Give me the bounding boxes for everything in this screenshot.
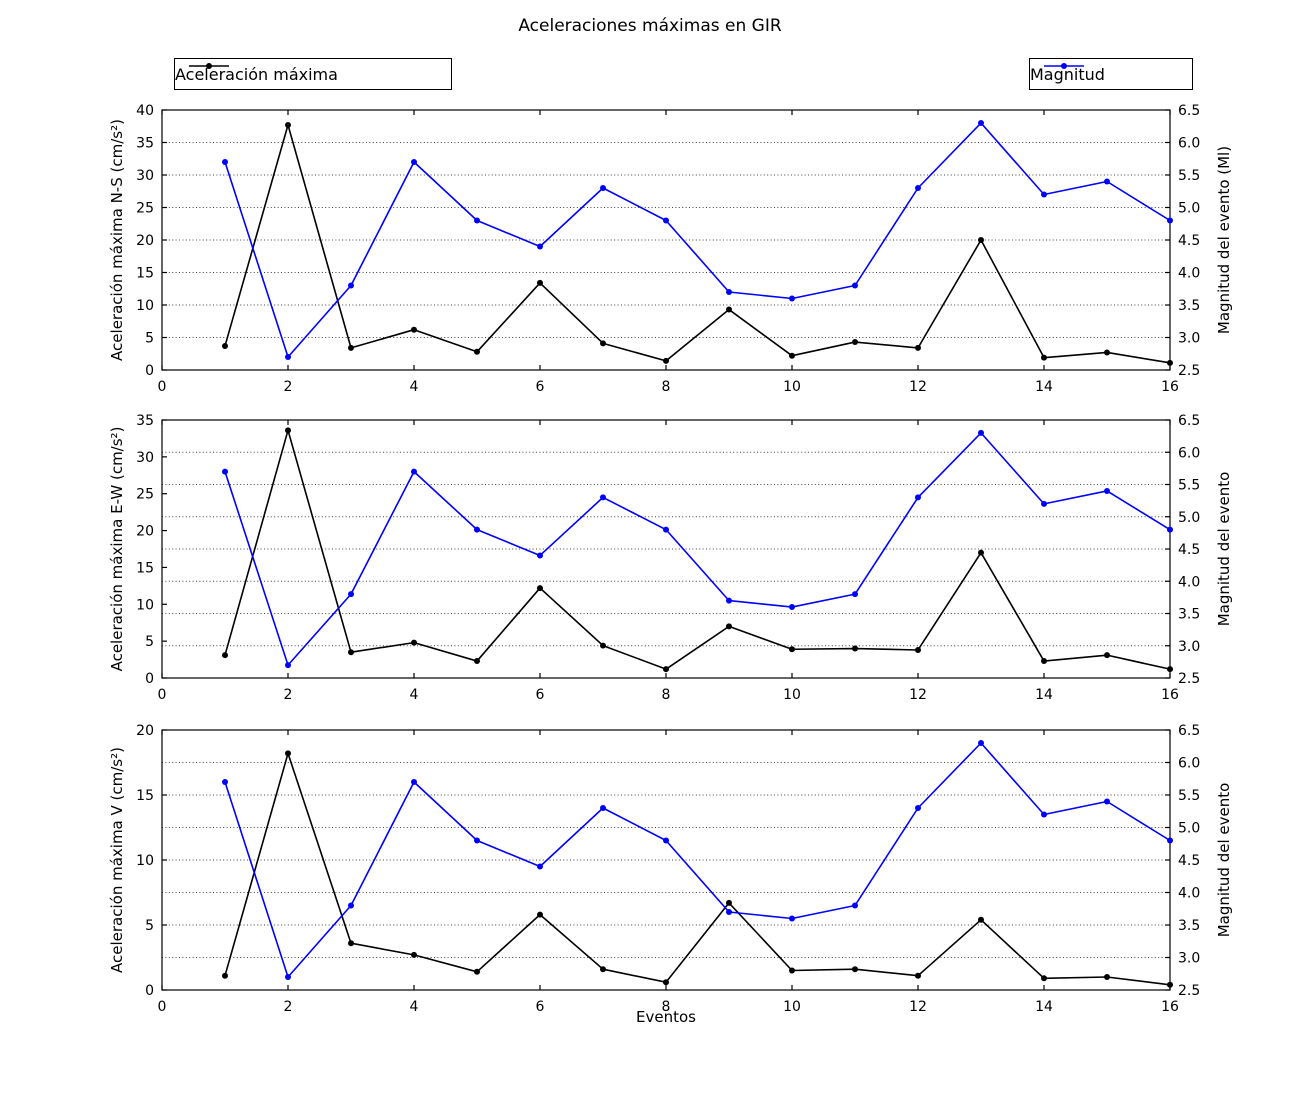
svg-text:12: 12 [909,687,927,703]
svg-text:5.5: 5.5 [1178,478,1200,494]
svg-text:16: 16 [1161,999,1179,1015]
svg-text:3.5: 3.5 [1178,298,1200,314]
svg-text:40: 40 [136,103,154,119]
svg-text:12: 12 [909,999,927,1015]
svg-text:2.5: 2.5 [1178,363,1200,379]
ylabel-magnitud-bot: Magnitud del evento [1215,782,1233,938]
svg-text:6.0: 6.0 [1178,756,1200,772]
ylabel-ew: Aceleración máxima E-W (cm/s²) [108,426,126,672]
svg-text:6.5: 6.5 [1178,103,1200,119]
svg-text:5.5: 5.5 [1178,168,1200,184]
svg-text:5.0: 5.0 [1178,201,1200,217]
svg-text:14: 14 [1035,379,1053,395]
svg-text:4: 4 [410,999,419,1015]
svg-text:10: 10 [136,298,154,314]
svg-text:4.5: 4.5 [1178,853,1200,869]
svg-text:5: 5 [145,331,154,347]
svg-text:10: 10 [783,687,801,703]
svg-text:5.0: 5.0 [1178,510,1200,526]
svg-text:4: 4 [410,687,419,703]
svg-text:10: 10 [136,853,154,869]
svg-text:4.5: 4.5 [1178,542,1200,558]
svg-text:3.5: 3.5 [1178,918,1200,934]
svg-text:0: 0 [145,363,154,379]
svg-text:4: 4 [410,379,419,395]
svg-text:6.0: 6.0 [1178,445,1200,461]
svg-text:15: 15 [136,266,154,282]
svg-text:2: 2 [284,379,293,395]
svg-text:4.0: 4.0 [1178,574,1200,590]
svg-text:0: 0 [158,999,167,1015]
svg-text:10: 10 [783,379,801,395]
svg-text:10: 10 [136,597,154,613]
svg-text:0: 0 [145,983,154,999]
svg-text:20: 20 [136,233,154,249]
svg-text:25: 25 [136,201,154,217]
svg-text:6: 6 [536,999,545,1015]
svg-text:35: 35 [136,413,154,429]
svg-text:6.0: 6.0 [1178,136,1200,152]
svg-text:3.0: 3.0 [1178,639,1200,655]
svg-text:14: 14 [1035,687,1053,703]
legend-magnitud-label: Magnitud [1030,64,1105,84]
svg-text:16: 16 [1161,687,1179,703]
legend-line-sample-acceleration [189,63,229,69]
chart-title: Aceleraciones máximas en GIR [518,16,782,36]
ylabel-ns: Aceleración máxima N-S (cm/s²) [108,119,126,361]
legend-acceleration-label: Aceleración máxima [175,64,338,84]
svg-text:30: 30 [136,450,154,466]
svg-text:5: 5 [145,634,154,650]
svg-text:2.5: 2.5 [1178,983,1200,999]
svg-text:8: 8 [662,379,671,395]
svg-text:35: 35 [136,136,154,152]
svg-text:4.0: 4.0 [1178,886,1200,902]
svg-text:12: 12 [909,379,927,395]
ylabel-v: Aceleración máxima V (cm/s²) [108,747,126,973]
svg-text:8: 8 [662,999,671,1015]
svg-text:3.5: 3.5 [1178,607,1200,623]
svg-text:20: 20 [136,723,154,739]
legend-acceleration: Aceleración máxima [174,58,452,90]
svg-text:0: 0 [158,687,167,703]
svg-text:4.0: 4.0 [1178,266,1200,282]
svg-text:2: 2 [284,999,293,1015]
legend-magnitud: Magnitud [1029,58,1193,90]
legend-line-sample-magnitud [1044,63,1084,69]
svg-text:4.5: 4.5 [1178,233,1200,249]
svg-text:5: 5 [145,918,154,934]
svg-text:8: 8 [662,687,671,703]
svg-text:5.0: 5.0 [1178,821,1200,837]
svg-text:3.0: 3.0 [1178,331,1200,347]
xlabel-eventos: Eventos [636,1008,696,1026]
svg-text:6.5: 6.5 [1178,723,1200,739]
svg-text:6: 6 [536,379,545,395]
svg-text:5.5: 5.5 [1178,788,1200,804]
svg-text:3.0: 3.0 [1178,951,1200,967]
svg-text:6: 6 [536,687,545,703]
svg-text:6.5: 6.5 [1178,413,1200,429]
ylabel-magnitud-top: Magnitud del evento (Ml) [1215,145,1233,335]
svg-text:2.5: 2.5 [1178,671,1200,687]
svg-text:15: 15 [136,560,154,576]
svg-text:15: 15 [136,788,154,804]
svg-text:0: 0 [158,379,167,395]
svg-text:25: 25 [136,487,154,503]
svg-text:30: 30 [136,168,154,184]
svg-text:2: 2 [284,687,293,703]
svg-text:14: 14 [1035,999,1053,1015]
ylabel-magnitud-mid: Magnitud del evento [1215,471,1233,627]
svg-text:16: 16 [1161,379,1179,395]
svg-text:10: 10 [783,999,801,1015]
svg-text:20: 20 [136,524,154,540]
svg-text:0: 0 [145,671,154,687]
